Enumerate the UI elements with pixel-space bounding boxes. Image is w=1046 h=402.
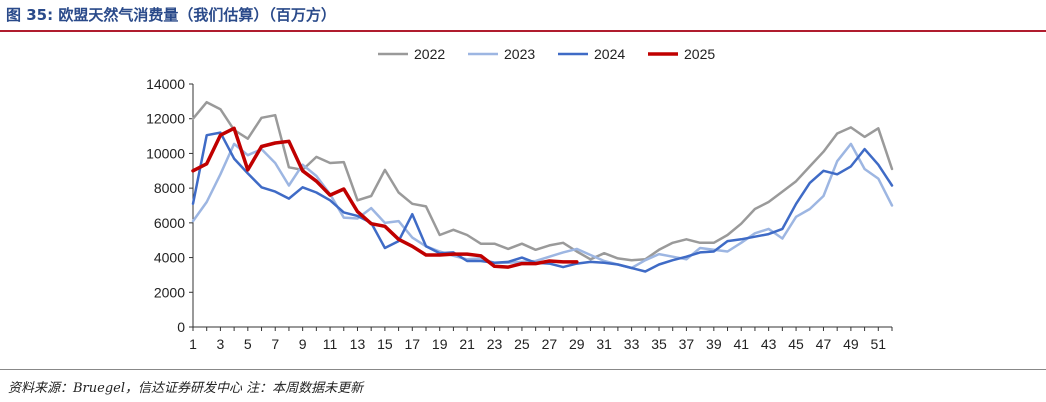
figure-title: 图 35: 欧盟天然气消费量（我们估算）（百万方） [6,6,336,24]
series-line-2024 [191,131,894,273]
x-tick-label: 37 [679,336,695,352]
y-tick-label: 0 [177,319,185,335]
legend-label-2022: 2022 [414,46,445,62]
y-tick-label: 14000 [146,76,185,92]
series-line-2025 [191,126,579,269]
chart-container: 2022 2023 2024 2025 0 2000 4000 6000 8000 10000 1… [0,32,1046,367]
x-tick-label: 31 [596,336,612,352]
y-tick-label: 6000 [154,215,185,231]
x-tick-label: 19 [432,336,448,352]
x-tick-label: 35 [651,336,667,352]
source-note: 资料来源：Bruegel，信达证券研发中心 注：本周数据未更新 [8,381,364,396]
y-tick-label: 8000 [154,180,185,196]
legend-label-2025: 2025 [684,46,715,62]
x-tick-label: 25 [514,336,530,352]
series-line-2022 [191,100,894,262]
y-tick-label: 2000 [154,284,185,300]
chart-series [191,100,894,273]
x-tick-label: 47 [816,336,832,352]
x-tick-label: 9 [299,336,307,352]
x-tick-label: 33 [624,336,640,352]
x-tick-label: 13 [350,336,366,352]
legend-label-2023: 2023 [504,46,535,62]
x-tick-label: 41 [733,336,749,352]
x-tick-label: 17 [405,336,421,352]
x-tick-label: 43 [761,336,777,352]
x-tick-label: 39 [706,336,722,352]
x-tick-label: 27 [542,336,558,352]
y-tick-label: 10000 [146,145,185,161]
x-tick-label: 49 [843,336,859,352]
x-tick-label: 21 [459,336,475,352]
x-tick-label: 45 [788,336,804,352]
source-bar: 资料来源：Bruegel，信达证券研发中心 注：本周数据未更新 [0,369,1046,402]
y-tick-label: 4000 [154,250,185,266]
x-tick-label: 23 [487,336,503,352]
line-chart: 2022 2023 2024 2025 0 2000 4000 6000 8000 10000 1… [146,46,894,352]
x-tick-label: 7 [271,336,279,352]
chart-legend: 2022 2023 2024 2025 [378,46,715,62]
x-tick-label: 5 [244,336,252,352]
x-tick-label: 29 [569,336,585,352]
x-tick-label: 51 [871,336,887,352]
legend-label-2024: 2024 [594,46,625,62]
y-tick-label: 12000 [146,111,185,127]
x-tick-label: 15 [377,336,393,352]
x-tick-label: 3 [217,336,225,352]
x-tick-label: 1 [189,336,197,352]
figure-title-bar: 图 35: 欧盟天然气消费量（我们估算）（百万方） [0,0,1046,32]
x-tick-label: 11 [323,336,338,352]
series-line-2023 [191,142,894,270]
